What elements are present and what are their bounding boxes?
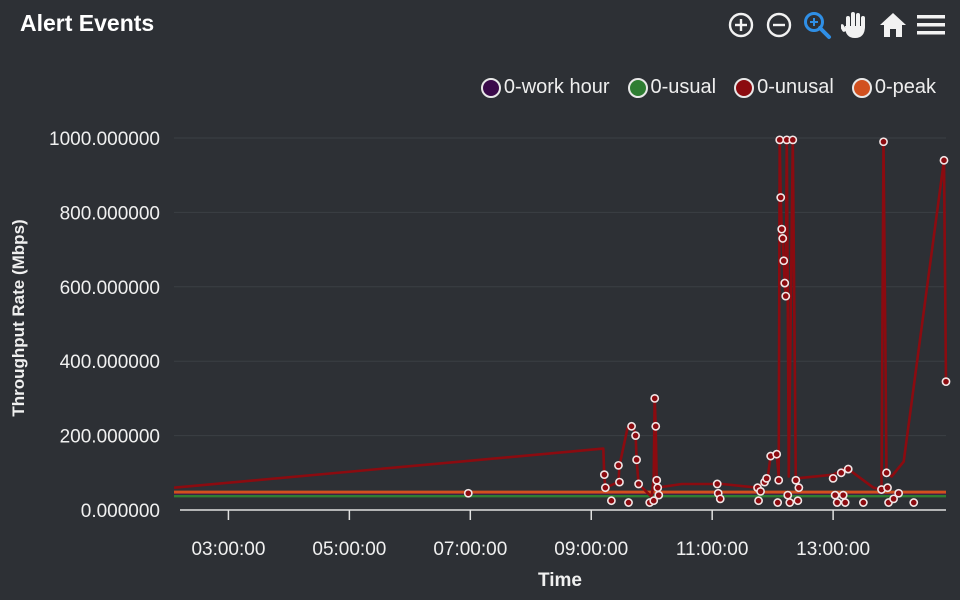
y-tick-label: 0.000000 (81, 501, 160, 522)
data-point (653, 483, 663, 493)
data-point (882, 468, 891, 478)
series-line-0-unusal (173, 138, 948, 499)
data-point (939, 155, 949, 165)
data-point (774, 475, 784, 485)
data-point (879, 137, 888, 147)
home-button[interactable] (878, 8, 908, 42)
data-point (776, 193, 786, 202)
data-point (715, 494, 725, 504)
chart-legend: 0-work hour 0-usual 0-unusal 0-peak (480, 76, 936, 99)
data-point (772, 449, 782, 459)
x-axis-title: Time (538, 570, 582, 591)
menu-button[interactable] (916, 8, 946, 42)
legend-item-work-hour[interactable]: 0-work hour (480, 76, 610, 99)
x-tick-label: 13:00:00 (796, 539, 870, 560)
data-point (634, 479, 644, 489)
y-tick-label: 400.000000 (60, 352, 160, 373)
legend-label: 0-usual (650, 76, 717, 98)
data-point (712, 479, 722, 489)
data-point (858, 498, 868, 507)
data-point (754, 496, 763, 506)
chart-toolbar (726, 8, 946, 42)
data-point (840, 498, 850, 507)
data-point (838, 490, 848, 500)
data-point (830, 490, 840, 500)
legend-swatch (734, 77, 755, 98)
home-icon (880, 13, 906, 37)
data-point (762, 473, 772, 483)
data-point (777, 224, 787, 234)
chart-title: Alert Events (20, 10, 155, 36)
x-tick-label: 09:00:00 (554, 539, 628, 560)
data-point (632, 455, 641, 465)
pan-button[interactable] (840, 8, 870, 42)
data-point (791, 475, 801, 485)
y-tick-label: 800.000000 (60, 203, 160, 224)
data-point (909, 498, 919, 507)
data-point (773, 498, 783, 507)
data-point (780, 278, 790, 288)
x-tick-label: 11:00:00 (676, 539, 749, 560)
menu-icon (917, 15, 945, 35)
data-point (785, 498, 795, 507)
data-point (654, 490, 664, 500)
data-point (828, 473, 838, 483)
data-point (788, 135, 798, 145)
data-point (832, 498, 842, 507)
data-point (889, 494, 898, 504)
pan-hand-icon (841, 12, 865, 38)
y-axis-title: Throughput Rate (Mbps) (9, 219, 28, 416)
x-tick-label: 03:00:00 (191, 539, 265, 560)
x-tick-label: 05:00:00 (312, 539, 386, 560)
y-tick-label: 200.000000 (60, 427, 160, 448)
zoom-select-icon (804, 12, 831, 39)
data-point (941, 377, 951, 387)
zoom-out-icon (766, 12, 792, 38)
data-point (775, 135, 785, 145)
data-point (756, 486, 765, 496)
legend-item-peak[interactable]: 0-peak (851, 76, 936, 99)
data-point (600, 483, 610, 493)
data-point (652, 475, 662, 485)
data-point (631, 431, 640, 440)
data-point (883, 483, 892, 493)
data-point (843, 464, 853, 474)
zoom-in-button[interactable] (726, 8, 756, 42)
data-point (614, 460, 623, 470)
data-point (651, 421, 661, 431)
zoom-out-button[interactable] (764, 8, 794, 42)
legend-swatch (851, 77, 872, 98)
data-point (779, 256, 789, 266)
zoom-in-icon (728, 12, 754, 38)
legend-label: 0-peak (874, 76, 936, 98)
data-point (624, 498, 633, 507)
y-tick-label: 600.000000 (60, 278, 160, 299)
data-point (599, 470, 609, 480)
data-point (615, 477, 624, 487)
data-point (794, 483, 804, 493)
data-point (650, 393, 660, 403)
data-point (781, 291, 791, 301)
zoom-select-button[interactable] (802, 8, 832, 42)
data-point (463, 488, 473, 498)
legend-item-unusal[interactable]: 0-unusal (734, 76, 834, 99)
data-point (783, 490, 793, 500)
data-point (649, 496, 659, 506)
x-tick-label: 07:00:00 (433, 539, 507, 560)
data-point (627, 421, 636, 431)
data-point (606, 496, 616, 506)
data-point (836, 468, 846, 478)
data-point (894, 488, 904, 498)
legend-swatch (627, 77, 648, 98)
legend-label: 0-unusal (757, 76, 834, 98)
legend-label: 0-work hour (503, 76, 610, 98)
legend-swatch (480, 77, 501, 98)
data-point (793, 496, 803, 506)
legend-item-usual[interactable]: 0-usual (627, 76, 717, 99)
data-point (778, 234, 788, 243)
y-tick-label: 1000.000000 (49, 129, 160, 150)
